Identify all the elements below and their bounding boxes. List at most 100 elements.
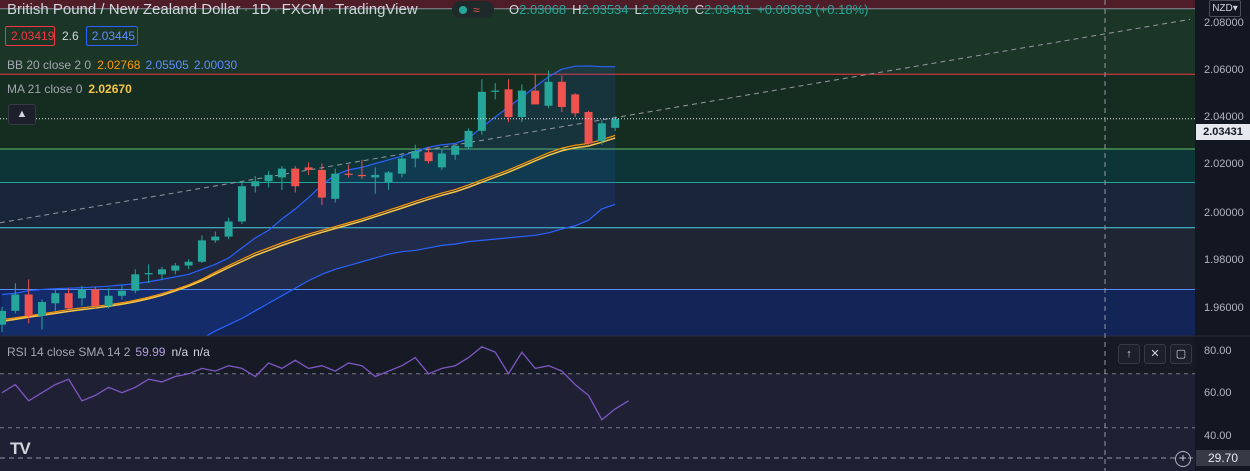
trend-line	[0, 18, 1191, 224]
rsi-value: 59.99	[135, 345, 166, 359]
collapse-legend-button[interactable]: ▲	[8, 104, 36, 125]
price-axis-strip	[1195, 0, 1250, 471]
level-zone	[0, 74, 1195, 149]
last-price-tag: 2.03431	[1196, 124, 1250, 140]
rsi-extra-1: n/a	[171, 345, 189, 359]
candle-body	[24, 294, 33, 316]
candle-body	[0, 310, 6, 325]
candle-body	[584, 112, 593, 144]
ma-legend[interactable]: MA 21 close 0 2.02670	[7, 82, 132, 96]
rsi-legend[interactable]: RSI 14 close SMA 14 2 59.99 n/a n/a	[7, 345, 210, 359]
restore-icon[interactable]: ▢	[1170, 344, 1192, 364]
currency-label: NZD	[1212, 3, 1233, 14]
ma-name: MA 21 close 0	[7, 82, 83, 96]
candle-body	[184, 261, 193, 266]
pane-controls: ↑ ✕ ▢	[1118, 344, 1192, 364]
broker-label: FXCM	[281, 1, 325, 18]
candle-body	[504, 89, 513, 118]
candle-body	[597, 123, 606, 141]
bb-lower-value: 2.00030	[193, 58, 238, 72]
low-key: L	[634, 2, 642, 17]
arrow-up-icon[interactable]: ↑	[1118, 344, 1140, 364]
level-zone	[0, 289, 1195, 336]
high-key: H	[572, 2, 582, 17]
title-separator: ·	[273, 1, 279, 18]
rsi-line	[1, 346, 629, 421]
low-value: 2.02946	[641, 2, 689, 17]
open-key: O	[509, 2, 520, 17]
bb-name: BB 20 close 2 0	[7, 58, 92, 72]
bb-basis-line	[1, 134, 616, 321]
title-separator: ·	[243, 1, 249, 18]
close-value: 2.03431	[704, 2, 752, 17]
candle-body	[171, 265, 180, 271]
platform-label: TradingView	[335, 1, 418, 18]
candle-body	[91, 289, 100, 306]
plus-circle-icon[interactable]: +	[1175, 451, 1191, 467]
price-tick: 2.06000	[1204, 64, 1244, 76]
candle-body	[531, 90, 540, 105]
candle-body	[451, 145, 460, 155]
candle-body	[437, 153, 446, 168]
candle-body	[144, 273, 153, 275]
candle-body	[384, 172, 393, 183]
candle-body	[237, 186, 246, 222]
bb-basis-value: 2.02768	[97, 58, 141, 72]
candle-body	[291, 168, 300, 187]
candle-body	[371, 174, 380, 178]
high-value: 2.03534	[581, 2, 629, 17]
candle-body	[264, 174, 273, 182]
candle-body	[251, 181, 260, 187]
candle-body	[51, 293, 60, 304]
rsi-tick: 60.00	[1204, 387, 1232, 399]
interval-label: 1D	[251, 1, 271, 18]
candle-body	[464, 130, 473, 148]
chevron-down-icon: ▾	[1232, 3, 1238, 14]
candle-body	[344, 173, 353, 175]
candle-body	[277, 168, 286, 178]
symbol-title[interactable]: British Pound / New Zealand Dollar · 1D · FX…	[7, 1, 418, 18]
candle-body	[157, 269, 166, 275]
bb-legend[interactable]: BB 20 close 2 0 2.02768 2.05505 2.00030	[7, 58, 237, 72]
candle-body	[224, 221, 233, 237]
tradingview-logo-icon[interactable]: TV	[10, 439, 31, 458]
candle-body	[557, 81, 566, 107]
ask-button[interactable]: 2.03445	[85, 26, 138, 46]
candle-body	[104, 295, 113, 306]
candle-body	[571, 94, 580, 114]
candle-body	[411, 151, 420, 159]
level-zone	[0, 8, 1195, 75]
close-icon[interactable]: ✕	[1144, 344, 1166, 364]
candle-body	[357, 174, 366, 177]
open-value: 2.03068	[519, 2, 567, 17]
candle-body	[491, 90, 500, 92]
candle-body	[64, 293, 73, 309]
price-tick: 2.08000	[1204, 17, 1244, 29]
change-value: +0.00363 (+0.18%)	[757, 2, 869, 17]
rsi-extra-2: n/a	[193, 345, 210, 359]
symbol-name: British Pound / New Zealand Dollar	[7, 1, 241, 18]
market-wave-icon: ≈	[473, 2, 480, 17]
ma-value: 2.02670	[88, 82, 132, 96]
candle-body	[424, 152, 433, 162]
price-tick: 1.96000	[1204, 302, 1244, 314]
spread-value: 2.6	[62, 29, 79, 43]
candle-body	[611, 118, 620, 128]
quote-panel: 2.03419 2.6 2.03445	[5, 26, 138, 46]
close-key: C	[694, 2, 705, 17]
level-zone	[0, 182, 1195, 228]
price-tick: 2.04000	[1204, 111, 1244, 123]
rsi-tick: 80.00	[1204, 345, 1232, 357]
market-status-toggle[interactable]: ≈	[452, 1, 494, 18]
candle-body	[477, 91, 486, 131]
rsi-tick: 40.00	[1204, 430, 1232, 442]
ohlc-readout: O2.03068 H2.03534 L2.02946 C2.03431 +0.00363…	[509, 2, 874, 17]
candle-body	[11, 294, 20, 311]
title-separator: ·	[327, 1, 333, 18]
bid-button[interactable]: 2.03419	[5, 26, 55, 46]
candle-body	[397, 158, 406, 174]
candle-body	[544, 81, 553, 106]
currency-selector[interactable]: NZD▾	[1209, 0, 1241, 17]
